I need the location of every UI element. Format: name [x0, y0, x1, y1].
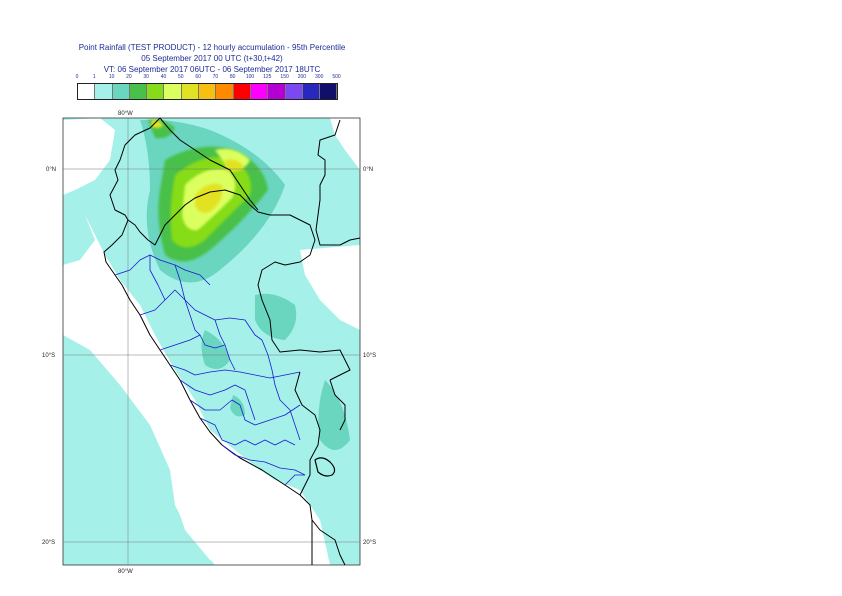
region-border-2: [139, 289, 263, 341]
lon-label-bottom: 80°W: [118, 569, 133, 575]
legend-swatch-3: [129, 84, 148, 99]
title-line-validity: VT: 06 September 2017 06UTC - 06 Septemb…: [103, 65, 321, 74]
border-colombia-ecuador: [159, 117, 259, 211]
rain-field-offshore-1: [63, 330, 230, 565]
border-ecuador-peru: [127, 189, 259, 246]
legend-swatch-10: [250, 84, 269, 99]
legend-swatch-12: [285, 84, 303, 99]
region-border-11: [261, 339, 301, 441]
coastline-borders: [103, 117, 361, 566]
rain-field-offshore-2: [63, 205, 95, 265]
lat-label-10s-left: 10°S: [42, 353, 55, 359]
legend-threshold-7: 60: [195, 74, 201, 80]
legend-swatch-1: [95, 84, 113, 99]
region-border-1: [114, 254, 211, 286]
dry-gap-offshore: [63, 262, 250, 565]
legend-swatch-2: [112, 84, 130, 99]
title-line-product: Point Rainfall (TEST PRODUCT) - 12 hourl…: [78, 43, 346, 52]
legend-threshold-15: 500: [332, 74, 341, 80]
region-border-13: [214, 319, 236, 371]
legend-swatch-9: [233, 84, 251, 99]
legend-threshold-0: 0: [75, 74, 79, 80]
legend-threshold-13: 200: [297, 74, 307, 80]
legend-swatch-8: [216, 84, 234, 99]
lat-label-10s-right: 10°S: [363, 353, 376, 359]
dry-gap-south-coast: [250, 470, 330, 565]
legend-swatch-7: [199, 84, 217, 99]
region-border-3: [149, 255, 166, 301]
rainfall-legend: 0 1 10 20 30 40 50 60 70 80 100 125 150 200 300 500: [75, 74, 367, 100]
map-frame: [62, 117, 361, 566]
legend-threshold-12: 150: [280, 74, 289, 80]
dry-gap-west: [63, 118, 115, 195]
legend-threshold-2: 10: [108, 74, 115, 80]
legend-swatch-13: [302, 84, 321, 99]
border-peru-colombia-brazil: [257, 211, 351, 381]
border-peru-bolivia: [294, 371, 321, 496]
border-chile-bolivia: [311, 519, 346, 566]
lat-label-0-right: 0°N: [363, 167, 373, 173]
legend-threshold-3: 20: [126, 74, 132, 80]
legend-threshold-11: 125: [263, 74, 272, 80]
region-border-15: [284, 474, 305, 486]
regional-boundaries: [114, 254, 306, 486]
title-line-run: 05 September 2017 00 UTC (t+30,t+42): [141, 54, 283, 63]
map-title: Point Rainfall (TEST PRODUCT) - 12 hourl…: [0, 42, 424, 75]
legend-threshold-labels: 0 1 10 20 30 40 50 60 70 80 100 125 150 200 300 500: [75, 74, 367, 83]
legend-threshold-9: 80: [229, 74, 236, 80]
map-field: [63, 118, 360, 565]
legend-swatch-0: [78, 84, 96, 99]
lat-label-20s-left: 20°S: [42, 540, 55, 546]
graticule: [63, 118, 360, 565]
region-border-8: [189, 399, 301, 426]
legend-threshold-8: 70: [212, 74, 219, 80]
legend-color-bar: [77, 83, 339, 100]
legend-threshold-1: 1: [92, 74, 96, 80]
lat-label-0-left: 0°N: [46, 167, 56, 173]
legend-threshold-6: 50: [178, 74, 184, 80]
lon-label-top: 80°W: [118, 111, 133, 117]
coastline: [103, 117, 313, 565]
lat-label-20s-right: 20°S: [363, 540, 376, 546]
lake-titicaca: [314, 457, 336, 477]
legend-threshold-4: 30: [143, 74, 149, 80]
legend-swatch-5: [164, 84, 182, 99]
region-border-12: [221, 444, 306, 476]
legend-swatch-11: [268, 84, 286, 99]
border-bolivia-north: [329, 379, 346, 431]
region-border-14: [184, 299, 201, 336]
region-border-6: [169, 364, 301, 379]
legend-swatch-14: [320, 84, 338, 99]
region-border-4: [174, 264, 186, 301]
region-border-7: [179, 379, 246, 396]
legend-threshold-14: 300: [315, 74, 324, 80]
region-border-9: [199, 417, 296, 446]
legend-threshold-10: 100: [245, 74, 255, 80]
region-border-10: [244, 389, 256, 421]
border-colombia-brazil: [315, 119, 361, 246]
dry-gap-east: [330, 118, 360, 170]
legend-threshold-5: 40: [160, 74, 167, 80]
legend-swatch-6: [181, 84, 200, 99]
legend-swatch-4: [147, 84, 165, 99]
dry-gap-southeast: [300, 245, 360, 330]
